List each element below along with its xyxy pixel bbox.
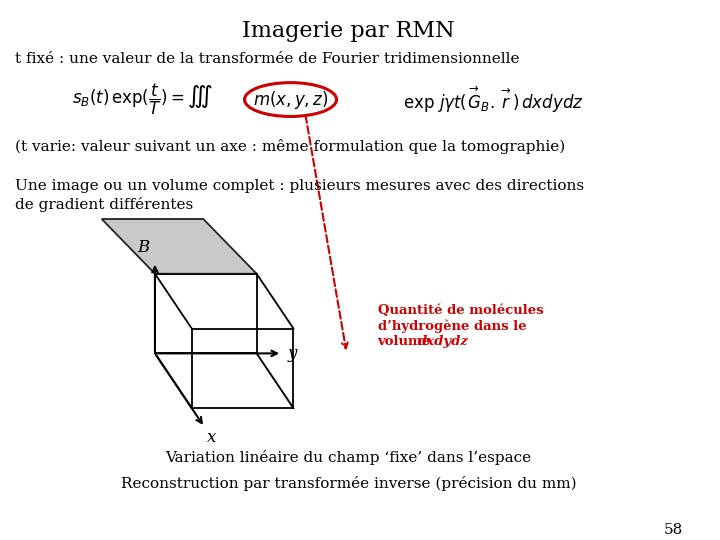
Text: dxdydz: dxdydz <box>418 335 469 348</box>
Text: (t varie: valeur suivant un axe : même formulation que la tomographie): (t varie: valeur suivant un axe : même f… <box>14 139 564 154</box>
Text: d’hydrogène dans le: d’hydrogène dans le <box>378 320 526 333</box>
Text: t fixé : une valeur de la transformée de Fourier tridimensionnelle: t fixé : une valeur de la transformée de… <box>14 52 519 66</box>
Text: $m(x,y,z)$: $m(x,y,z)$ <box>253 89 328 111</box>
Text: Reconstruction par transformée inverse (précision du mm): Reconstruction par transformée inverse (… <box>121 476 577 491</box>
Text: de gradient différentes: de gradient différentes <box>14 197 193 212</box>
Text: Une image ou un volume complet : plusieurs mesures avec des directions: Une image ou un volume complet : plusieu… <box>14 179 584 193</box>
Text: $s_B(t)\,\exp(\dfrac{t}{T}) = \iiint$: $s_B(t)\,\exp(\dfrac{t}{T}) = \iiint$ <box>72 82 213 117</box>
Text: x: x <box>207 429 216 446</box>
Text: Quantité de molécules: Quantité de molécules <box>378 303 544 316</box>
Text: $\exp\,j\gamma t(\overset{\rightarrow}{G}_B.\overset{\rightarrow}{r})\,dxdydz$: $\exp\,j\gamma t(\overset{\rightarrow}{G… <box>403 84 584 115</box>
Text: volume: volume <box>378 335 436 348</box>
Polygon shape <box>102 219 256 274</box>
Text: Variation linéaire du champ ‘fixe’ dans l’espace: Variation linéaire du champ ‘fixe’ dans … <box>166 450 531 465</box>
Text: B: B <box>138 239 150 256</box>
Text: 58: 58 <box>663 523 683 537</box>
Text: y: y <box>288 345 297 362</box>
Text: Imagerie par RMN: Imagerie par RMN <box>243 20 455 42</box>
